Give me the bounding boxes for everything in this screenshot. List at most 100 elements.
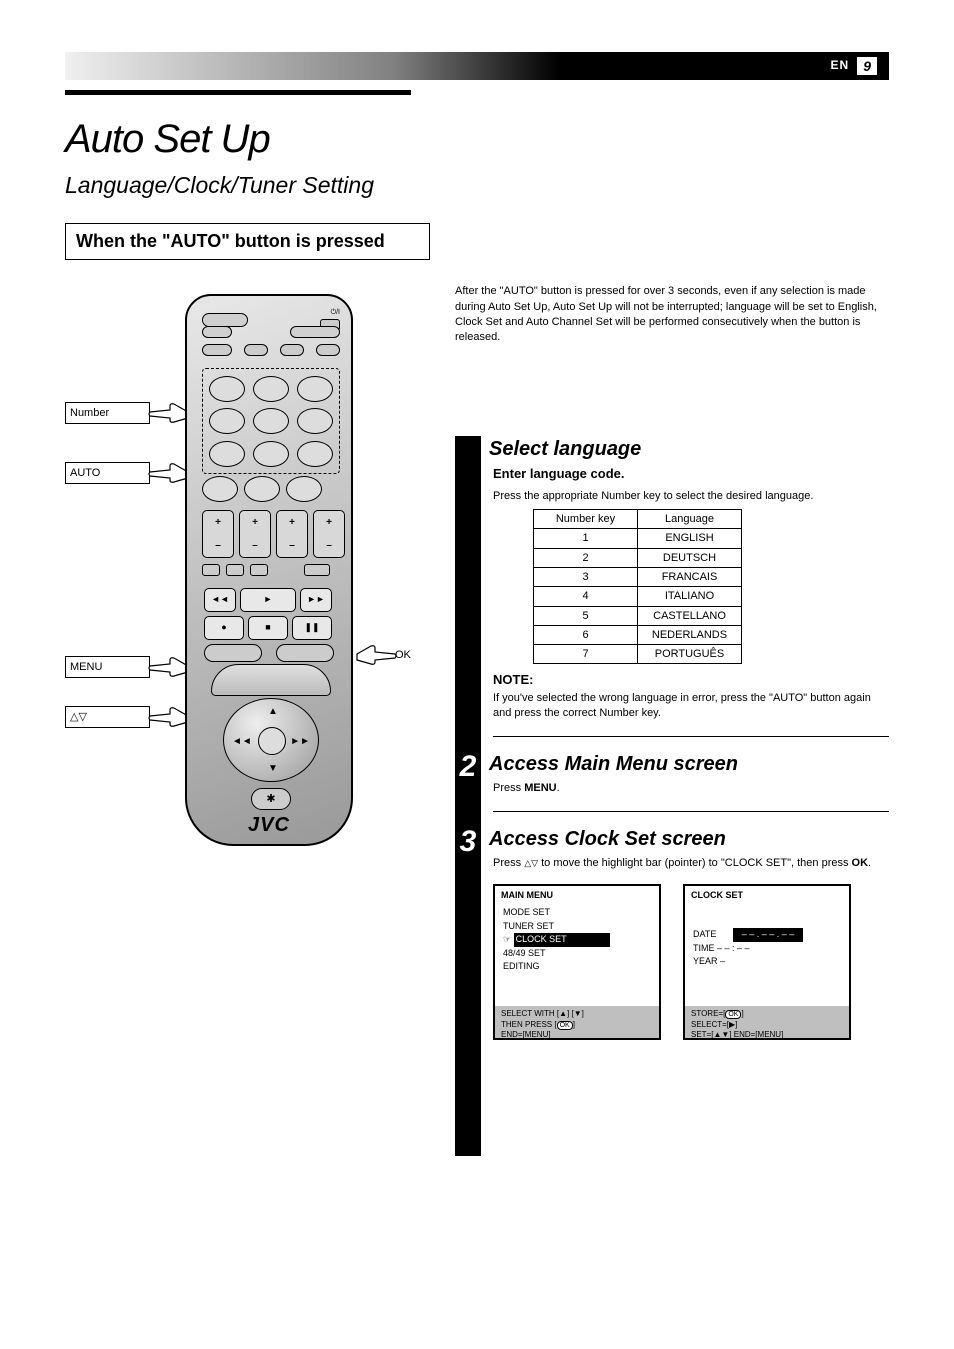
plus-icon: +: [289, 516, 295, 529]
remote-btn: [290, 326, 340, 338]
down-icon: ▼: [268, 762, 278, 775]
step-2: 2 Access Main Menu screen Press MENU.: [493, 751, 889, 795]
callout-number-label: Number: [65, 402, 150, 424]
t: STORE=[: [691, 1009, 725, 1018]
stop-btn: ■: [248, 616, 288, 640]
remote-btn: [204, 644, 262, 662]
step-1: 1 Select language Enter language code. P…: [493, 436, 889, 720]
remote-numpad: [202, 368, 340, 474]
cell: 4: [534, 587, 638, 606]
play-icon: ►: [264, 594, 273, 606]
remote-tiny-row: [202, 564, 330, 576]
updown-icon: △▽: [524, 858, 538, 868]
t: SELECT WITH [: [501, 1009, 559, 1018]
cell: FRANCAIS: [638, 567, 742, 586]
t: SELECT=[: [691, 1020, 729, 1029]
cell: 2: [534, 548, 638, 567]
hand-icon: [355, 644, 395, 666]
remote-body: ⏻/I: [185, 294, 353, 846]
left-icon: ◄◄: [232, 735, 252, 748]
minus-icon: –: [215, 539, 221, 552]
t: ]: [573, 1020, 575, 1029]
step-1-note-h: NOTE:: [493, 672, 889, 689]
hand-icon: [150, 656, 190, 678]
t: ] END=[MENU]: [729, 1030, 783, 1039]
step-1-note: If you've selected the wrong language in…: [493, 691, 889, 720]
minus-icon: –: [326, 539, 332, 552]
table-row: 5CASTELLANO: [534, 606, 742, 625]
step-2-heading: Access Main Menu screen: [489, 751, 889, 777]
highlight: CLOCK SET: [514, 933, 610, 947]
columns: Number AUTO MENU: [65, 284, 889, 1040]
t: END=[MENU]: [501, 1030, 551, 1039]
cell: 7: [534, 645, 638, 664]
callout-auto-label: AUTO: [65, 462, 150, 484]
remote-btn: [276, 644, 334, 662]
num-7: [209, 441, 245, 467]
cell: PORTUGUÊS: [638, 645, 742, 664]
minus-icon: –: [252, 539, 258, 552]
title-divider: [65, 90, 411, 95]
text: to move the highlight bar (pointer) to "…: [538, 857, 852, 869]
t: ]: [582, 1009, 584, 1018]
step-separator: [493, 736, 889, 737]
cell: 1: [534, 529, 638, 548]
t: ] [: [567, 1009, 574, 1018]
callout-menu: MENU: [65, 656, 190, 678]
step-1-body: Press the appropriate Number key to sele…: [493, 489, 889, 503]
clock-line: TIME – – : – –: [693, 942, 841, 956]
step-1-heading: Select language: [489, 436, 889, 462]
hand-icon: [150, 706, 190, 728]
plus-icon: +: [326, 516, 332, 529]
remote-btn: [280, 344, 304, 356]
screen-footer: STORE=[OK] SELECT=[▶] SET=[▲▼] END=[MENU…: [685, 1006, 849, 1038]
num-9: [297, 441, 333, 467]
num-8: [253, 441, 289, 467]
menu-item: EDITING: [503, 960, 651, 974]
remote-row: [202, 326, 340, 338]
remote-btn: [250, 564, 268, 576]
step-separator: [493, 811, 889, 812]
step-3-number: 3: [455, 822, 481, 861]
screen-footer: SELECT WITH [▲] [▼] THEN PRESS [OK] END=…: [495, 1006, 659, 1038]
updown-icon: ▲▼: [713, 1030, 729, 1039]
clock-line: DATE– – . – – . – –: [693, 928, 841, 942]
num-6: [297, 408, 333, 434]
table-row: 2DEUTSCH: [534, 548, 742, 567]
rew-icon: ◄◄: [211, 594, 229, 606]
steps: 1 Select language Enter language code. P…: [455, 436, 889, 1041]
callout-auto: AUTO: [65, 462, 190, 484]
text: .: [868, 857, 871, 869]
cell: ITALIANO: [638, 587, 742, 606]
remote-plusminus-row: +– +– +– +–: [202, 510, 345, 558]
callout-ok-label: OK: [395, 648, 445, 662]
table-header-row: Number key Language: [534, 510, 742, 529]
remote-btn: [286, 476, 322, 502]
t: THEN PRESS [: [501, 1020, 557, 1029]
callout-menu-label: MENU: [65, 656, 150, 678]
ok-text: OK: [852, 857, 869, 869]
num-1: [209, 376, 245, 402]
screen-body: DATE– – . – – . – – TIME – – : – – YEAR …: [685, 904, 849, 971]
table-header: Number key: [534, 510, 638, 529]
right-column: After the "AUTO" button is pressed for o…: [455, 284, 889, 1040]
num-4: [209, 408, 245, 434]
language-table: Number key Language 1ENGLISH 2DEUTSCH 3F…: [533, 509, 742, 664]
step-2-number: 2: [455, 747, 481, 786]
cell: DEUTSCH: [638, 548, 742, 567]
play-btn: ►: [240, 588, 296, 612]
ok-badge: OK: [725, 1010, 741, 1019]
callout-number: Number: [65, 402, 190, 424]
page: EN 9 Auto Set Up Language/Clock/Tuner Se…: [0, 0, 954, 1080]
t: SET=[: [691, 1030, 713, 1039]
pause-btn: ❚❚: [292, 616, 332, 640]
up-icon: ▲: [268, 705, 278, 718]
remote-star-btn: ✱: [251, 788, 291, 810]
header-en: EN: [831, 58, 850, 74]
menu-item: TUNER SET: [503, 920, 651, 934]
intro-paragraph: After the "AUTO" button is pressed for o…: [455, 284, 889, 346]
rew-btn: ◄◄: [204, 588, 236, 612]
remote-btn: [226, 564, 244, 576]
clock-line: YEAR –: [693, 955, 841, 969]
dpad-ok: [258, 727, 286, 755]
